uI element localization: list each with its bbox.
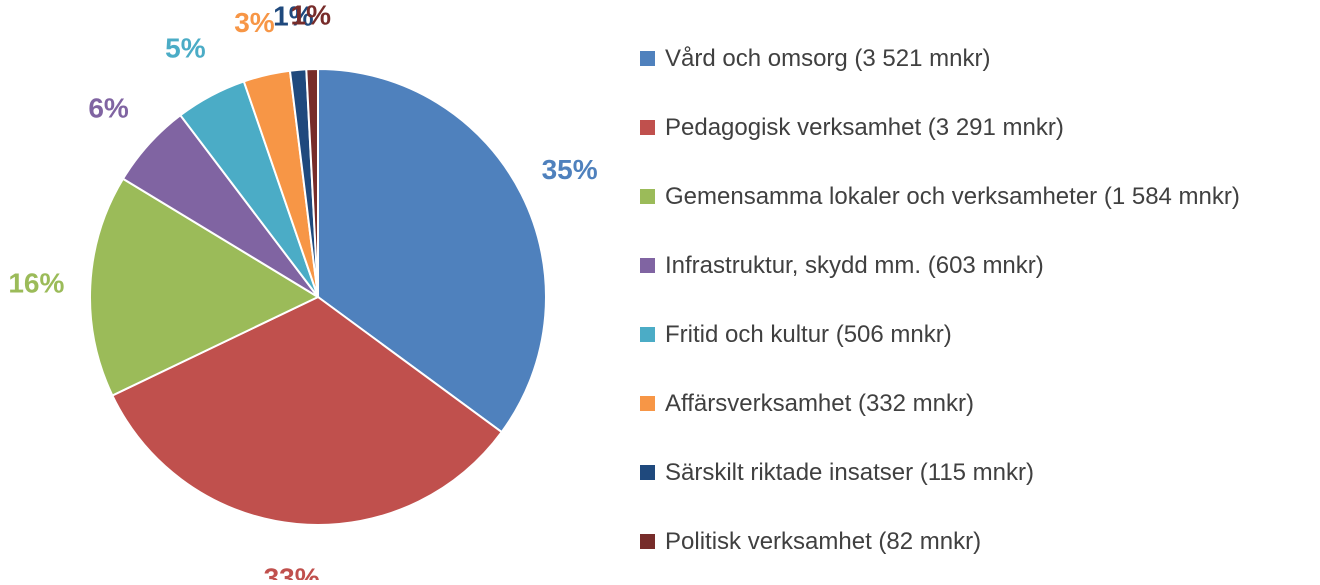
- data-label: 3%: [234, 7, 275, 38]
- legend-swatch: [640, 189, 655, 204]
- legend-item: Infrastruktur, skydd mm. (603 mnkr): [640, 231, 1315, 300]
- legend-item: Särskilt riktade insatser (115 mnkr): [640, 438, 1315, 507]
- legend-label: Särskilt riktade insatser (115 mnkr): [665, 458, 1034, 486]
- data-label: 16%: [8, 268, 64, 299]
- data-label: 6%: [88, 93, 129, 124]
- legend-label: Gemensamma lokaler och verksamheter (1 5…: [665, 182, 1240, 210]
- legend-swatch: [640, 258, 655, 273]
- legend-label: Pedagogisk verksamhet (3 291 mnkr): [665, 113, 1064, 141]
- legend-swatch: [640, 120, 655, 135]
- data-label: 35%: [542, 154, 598, 185]
- data-label: 1%: [273, 1, 314, 32]
- data-label: 1%: [291, 0, 332, 31]
- legend-label: Infrastruktur, skydd mm. (603 mnkr): [665, 251, 1044, 279]
- legend-label: Affärsverksamhet (332 mnkr): [665, 389, 974, 417]
- legend-item: Vård och omsorg (3 521 mnkr): [640, 24, 1315, 93]
- legend-swatch: [640, 396, 655, 411]
- legend-item: Fritid och kultur (506 mnkr): [640, 300, 1315, 369]
- pie-slice: [305, 67, 319, 298]
- legend-swatch: [640, 51, 655, 66]
- pie-slice: [317, 67, 547, 434]
- legend-swatch: [640, 327, 655, 342]
- legend-item: Affärsverksamhet (332 mnkr): [640, 369, 1315, 438]
- legend-label: Vård och omsorg (3 521 mnkr): [665, 44, 991, 72]
- data-label: 5%: [165, 33, 206, 64]
- chart-legend: Vård och omsorg (3 521 mnkr) Pedagogisk v…: [640, 24, 1315, 576]
- pie-slice: [89, 177, 321, 397]
- legend-swatch: [640, 465, 655, 480]
- legend-item: Gemensamma lokaler och verksamheter (1 5…: [640, 162, 1315, 231]
- pie-chart: 35%33%16%6%5%3%1%1%: [8, 0, 598, 585]
- legend-label: Fritid och kultur (506 mnkr): [665, 320, 952, 348]
- data-label: 33%: [264, 562, 320, 580]
- pie-slice: [111, 295, 504, 526]
- legend-swatch: [640, 534, 655, 549]
- legend-item: Pedagogisk verksamhet (3 291 mnkr): [640, 93, 1315, 162]
- legend-item: Politisk verksamhet (82 mnkr): [640, 507, 1315, 576]
- pie-chart-area: 35% 33% 16% 6% 5% 3% 1% 1%: [0, 0, 620, 585]
- legend-label: Politisk verksamhet (82 mnkr): [665, 527, 982, 555]
